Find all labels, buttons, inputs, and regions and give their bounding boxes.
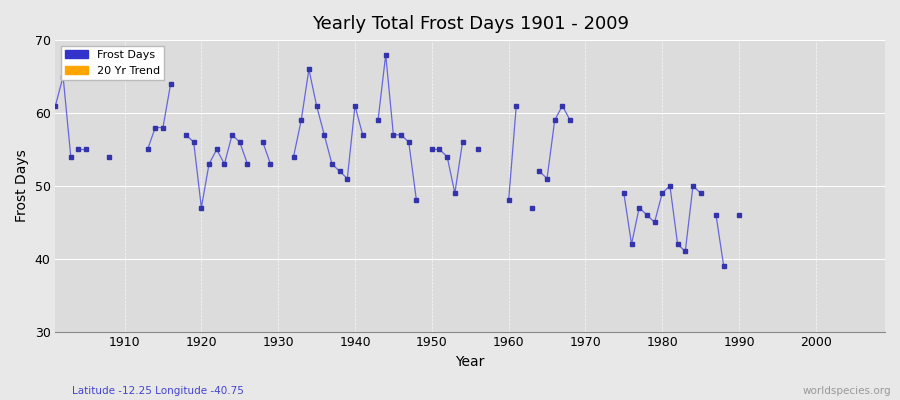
Text: worldspecies.org: worldspecies.org xyxy=(803,386,891,396)
X-axis label: Year: Year xyxy=(455,355,485,369)
Y-axis label: Frost Days: Frost Days xyxy=(15,150,29,222)
Legend: Frost Days, 20 Yr Trend: Frost Days, 20 Yr Trend xyxy=(61,46,164,80)
Title: Yearly Total Frost Days 1901 - 2009: Yearly Total Frost Days 1901 - 2009 xyxy=(311,15,629,33)
Text: Latitude -12.25 Longitude -40.75: Latitude -12.25 Longitude -40.75 xyxy=(72,386,244,396)
